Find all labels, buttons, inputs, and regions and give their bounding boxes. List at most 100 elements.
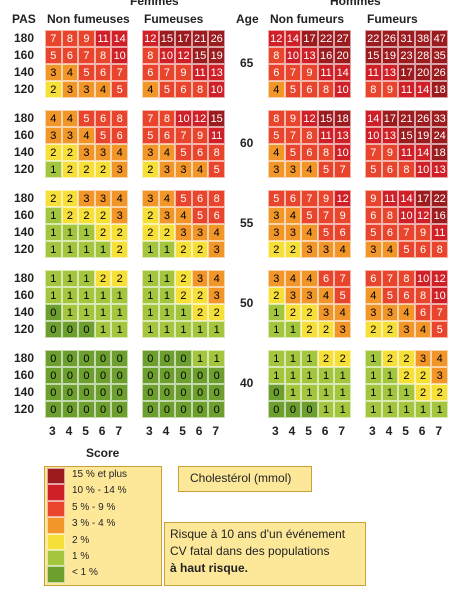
pas-label: 140 (14, 145, 35, 159)
risk-cell: 9 (381, 144, 399, 161)
risk-cell: 2 (45, 81, 62, 98)
risk-cell: 3 (94, 144, 112, 161)
risk-cell: 0 (175, 350, 192, 367)
risk-cell: 3 (398, 321, 415, 338)
cholesterol-tick: 6 (195, 424, 203, 438)
risk-cell: 10 (365, 127, 382, 144)
risk-cell: 14 (284, 30, 302, 47)
risk-cell: 21 (398, 110, 415, 127)
cholesterol-tick: 3 (146, 424, 153, 438)
risk-cell: 5 (142, 127, 159, 144)
risk-cell: 0 (111, 401, 128, 418)
risk-cell: 2 (94, 270, 112, 287)
risk-cell: 3 (158, 161, 176, 178)
risk-cell: 6 (414, 241, 432, 258)
risk-cell: 2 (175, 270, 192, 287)
risk-cell: 2 (45, 190, 62, 207)
risk-cell: 9 (317, 190, 335, 207)
pas-label: 140 (14, 385, 35, 399)
risk-cell: 3 (334, 321, 351, 338)
group-header: Non fumeuses (47, 12, 130, 26)
risk-cell: 0 (208, 384, 225, 401)
risk-cell: 0 (191, 401, 209, 418)
risk-cell: 5 (94, 127, 112, 144)
risk-cell: 10 (414, 270, 432, 287)
risk-cell: 6 (365, 207, 382, 224)
risk-cell: 4 (268, 81, 285, 98)
risk-cell: 6 (317, 270, 335, 287)
risk-cell: 3 (301, 287, 318, 304)
risk-cell: 1 (268, 350, 285, 367)
risk-cell: 1 (381, 401, 399, 418)
risk-cell: 0 (61, 367, 79, 384)
risk-cell: 13 (381, 127, 399, 144)
risk-cell: 18 (431, 81, 448, 98)
risk-cell: 3 (284, 161, 302, 178)
risk-cell: 47 (431, 30, 448, 47)
risk-cell: 1 (268, 304, 285, 321)
risk-cell: 8 (398, 270, 415, 287)
risk-cell: 2 (191, 287, 209, 304)
risk-cell: 2 (301, 321, 318, 338)
risk-cell: 4 (208, 224, 225, 241)
risk-cell: 2 (111, 241, 128, 258)
risk-cell: 17 (414, 190, 432, 207)
risk-cell: 5 (365, 224, 382, 241)
risk-cell: 35 (431, 47, 448, 64)
risk-cell: 14 (334, 64, 351, 81)
risk-cell: 4 (301, 270, 318, 287)
risk-cell: 7 (431, 304, 448, 321)
risk-cell: 1 (334, 384, 351, 401)
risk-cell: 9 (191, 127, 209, 144)
risk-cell: 3 (268, 161, 285, 178)
risk-cell: 8 (301, 127, 318, 144)
risk-cell: 20 (334, 47, 351, 64)
risk-cell: 5 (208, 161, 225, 178)
risk-cell: 26 (381, 30, 399, 47)
risk-cell: 26 (431, 64, 448, 81)
risk-cell: 1 (142, 287, 159, 304)
risk-cell: 1 (365, 367, 382, 384)
risk-cell: 4 (208, 270, 225, 287)
risk-cell: 6 (268, 64, 285, 81)
risk-cell: 7 (284, 127, 302, 144)
risk-cell: 3 (191, 270, 209, 287)
risk-cell: 1 (208, 350, 225, 367)
risk-cell: 12 (191, 110, 209, 127)
pas-label: 180 (14, 31, 35, 45)
risk-cell: 2 (94, 207, 112, 224)
risk-cell: 4 (111, 190, 128, 207)
risk-cell: 7 (78, 47, 95, 64)
risk-cell: 0 (158, 367, 176, 384)
risk-cell: 7 (334, 270, 351, 287)
risk-cell: 3 (284, 224, 302, 241)
risk-cell: 1 (45, 207, 62, 224)
risk-cell: 2 (414, 367, 432, 384)
risk-cell: 4 (414, 321, 432, 338)
risk-cell: 0 (175, 367, 192, 384)
risk-cell: 5 (365, 161, 382, 178)
risk-cell: 16 (317, 47, 335, 64)
risk-cell: 4 (301, 161, 318, 178)
risk-cell: 11 (94, 30, 112, 47)
risk-cell: 3 (381, 304, 399, 321)
risk-cell: 5 (175, 190, 192, 207)
risk-cell: 12 (431, 270, 448, 287)
risk-cell: 38 (414, 30, 432, 47)
women-header: Femmes (130, 0, 179, 8)
risk-cell: 3 (301, 241, 318, 258)
risk-cell: 4 (191, 161, 209, 178)
risk-cell: 2 (317, 321, 335, 338)
risk-cell: 0 (208, 401, 225, 418)
risk-cell: 0 (45, 321, 62, 338)
risk-cell: 0 (78, 401, 95, 418)
risk-cell: 2 (398, 350, 415, 367)
risk-cell: 1 (431, 401, 448, 418)
risk-cell: 9 (175, 64, 192, 81)
risk-cell: 4 (317, 287, 335, 304)
risk-cell: 4 (431, 350, 448, 367)
risk-cell: 1 (61, 287, 79, 304)
risk-cell: 8 (381, 207, 399, 224)
men-header: Hommes (330, 0, 381, 8)
